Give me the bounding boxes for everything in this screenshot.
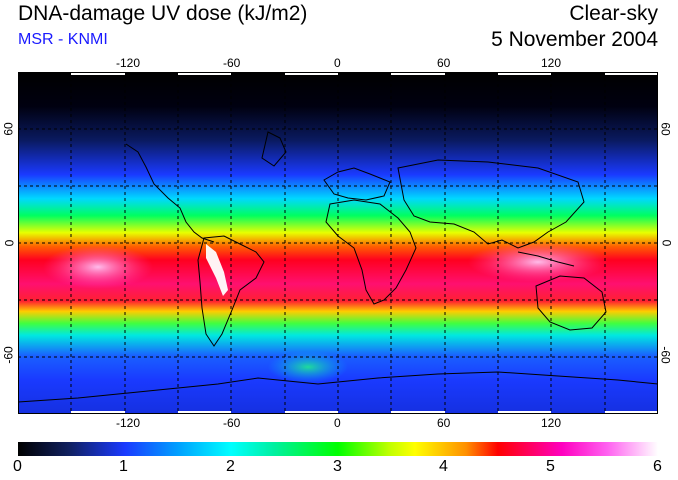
indonesia-coast: [517, 251, 575, 267]
lat-tick-left-minus60: -60: [1, 346, 16, 364]
lon-tick-top-0: 0: [334, 56, 341, 70]
frame-tick-bottom-5: [498, 411, 551, 414]
frame-tick-bottom-6: [605, 411, 658, 414]
lon-tick-top-60: 60: [437, 56, 451, 70]
greenland-coast: [261, 131, 287, 167]
south-america-coast: [197, 235, 265, 347]
lat-tick-right-0: 0: [659, 239, 674, 247]
antarctica-coast: [18, 371, 658, 403]
frame-tick-top-1: [71, 72, 125, 75]
andes-peak-uv-area: [206, 244, 228, 296]
africa-coast: [325, 199, 417, 305]
map-title: DNA-damage UV dose (kJ/m2): [18, 2, 308, 25]
frame-tick-top-2: [178, 72, 231, 75]
map-frame-ticks: [71, 72, 658, 414]
lon-tick-bottom-minus60: -60: [223, 416, 241, 430]
uv-colorbar: [18, 442, 658, 456]
uv-dose-map: [18, 72, 658, 414]
frame-tick-top-5: [498, 72, 551, 75]
lat-tick-left-0: 0: [2, 239, 17, 247]
lon-tick-bottom-120: 120: [541, 416, 562, 430]
lon-tick-top-minus60: -60: [223, 56, 241, 70]
frame-tick-bottom-1: [71, 411, 125, 414]
frame-tick-bottom-3: [285, 411, 338, 414]
lat-tick-right-minus60: -60: [658, 346, 673, 364]
colorbar-label-5: 5: [546, 458, 555, 475]
graticule: [18, 72, 658, 414]
lat-tick-right-60: 60: [658, 122, 673, 136]
uv-antarctic-anomaly-area: [268, 351, 348, 383]
date-label: 5 November 2004: [491, 28, 658, 51]
australia-coast: [535, 275, 607, 331]
high-uv-indian-ocean-area: [468, 242, 608, 282]
frame-tick-top-4: [391, 72, 445, 75]
north-america-coast: [125, 143, 215, 243]
frame-tick-top-3: [285, 72, 338, 75]
frame-tick-bottom-4: [391, 411, 445, 414]
colorbar-label-4: 4: [439, 458, 448, 475]
colorbar-label-6: 6: [653, 458, 662, 475]
frame-tick-top-6: [605, 72, 658, 75]
lon-tick-bottom-0: 0: [334, 416, 341, 430]
lon-tick-bottom-minus120: -120: [116, 416, 141, 430]
frame-tick-bottom-2: [178, 411, 231, 414]
coastlines: [18, 131, 658, 403]
map-frame: [18, 72, 658, 414]
lat-tick-left-60: 60: [1, 122, 16, 136]
colorbar-label-2: 2: [226, 458, 235, 475]
colorbar-label-1: 1: [119, 458, 128, 475]
lon-tick-bottom-60: 60: [437, 416, 451, 430]
lon-tick-top-minus120: -120: [116, 56, 141, 70]
europe-coast: [323, 167, 391, 201]
asia-coast: [397, 159, 585, 249]
colorbar-label-3: 3: [333, 458, 342, 475]
colorbar-label-0: 0: [13, 458, 22, 475]
map-subtitle: MSR - KNMI: [18, 31, 108, 48]
lon-tick-top-120: 120: [541, 56, 562, 70]
sky-condition-label: Clear-sky: [569, 2, 658, 25]
high-uv-pacific-area: [43, 245, 153, 289]
